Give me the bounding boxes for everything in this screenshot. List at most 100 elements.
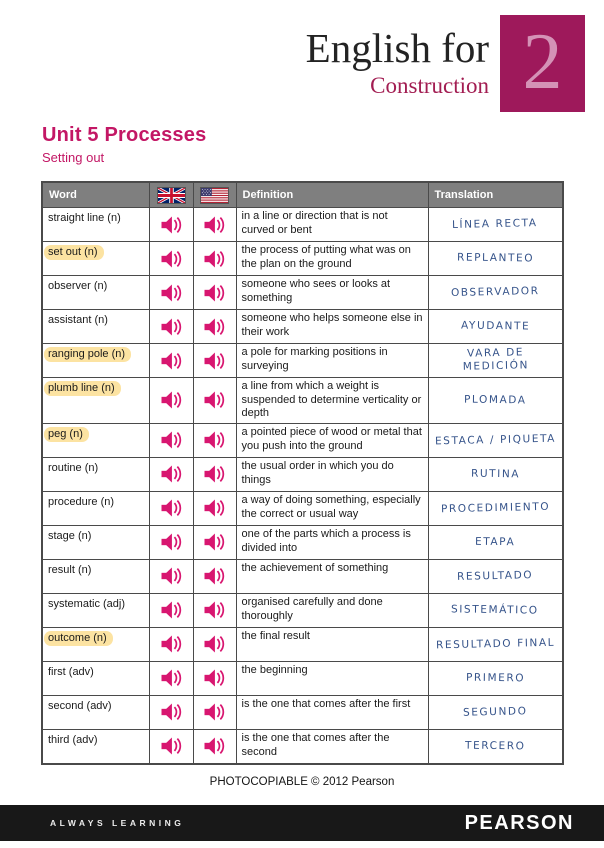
uk-audio-cell[interactable]: [148, 241, 194, 276]
speaker-icon[interactable]: [160, 464, 183, 484]
column-header-translation: Translation: [427, 181, 564, 208]
uk-audio-cell[interactable]: [148, 456, 194, 492]
table-row: second (adv) is the one that comes after…: [41, 694, 564, 730]
speaker-icon[interactable]: [203, 430, 226, 450]
table-row: observer (n) someone who sees or looks a…: [41, 275, 564, 310]
translation-cell: REPLANTEO: [427, 241, 564, 276]
speaker-icon[interactable]: [160, 249, 183, 269]
speaker-icon[interactable]: [203, 736, 226, 756]
uk-audio-cell[interactable]: [148, 694, 194, 730]
us-audio-cell[interactable]: [192, 592, 237, 628]
speaker-icon[interactable]: [203, 283, 226, 303]
speaker-icon[interactable]: [160, 430, 183, 450]
word-label: routine (n): [48, 461, 99, 474]
speaker-icon[interactable]: [160, 498, 183, 518]
us-audio-cell[interactable]: [192, 456, 237, 492]
unit-title: Unit 5 Processes: [42, 124, 207, 146]
word-label: first (adv): [48, 665, 94, 678]
speaker-icon[interactable]: [203, 390, 226, 410]
speaker-icon[interactable]: [160, 532, 183, 552]
uk-audio-cell[interactable]: [148, 275, 194, 310]
us-audio-cell[interactable]: [192, 524, 237, 560]
speaker-icon[interactable]: [160, 566, 183, 586]
speaker-icon[interactable]: [203, 600, 226, 620]
uk-audio-cell[interactable]: [148, 592, 194, 628]
definition-cell: a pointed piece of wood or metal that yo…: [235, 422, 429, 458]
speaker-icon[interactable]: [203, 634, 226, 654]
level-badge: 2: [500, 15, 585, 112]
definition-cell: the process of putting what was on the p…: [235, 241, 429, 276]
pearson-logo: PEARSON: [464, 811, 574, 834]
word-cell: ranging pole (n): [41, 343, 150, 378]
speaker-icon[interactable]: [203, 668, 226, 688]
speaker-icon[interactable]: [160, 600, 183, 620]
us-audio-cell[interactable]: [192, 275, 237, 310]
speaker-icon[interactable]: [203, 249, 226, 269]
uk-audio-cell[interactable]: [148, 343, 194, 378]
us-audio-cell[interactable]: [192, 422, 237, 458]
translation-cell: SEGUNDO: [427, 694, 564, 730]
speaker-icon[interactable]: [160, 702, 183, 722]
translation-cell: OBSERVADOR: [427, 275, 564, 310]
handwritten-translation: OBSERVADOR: [450, 284, 540, 299]
speaker-icon[interactable]: [203, 532, 226, 552]
handwritten-translation: ETAPA: [475, 535, 516, 548]
uk-audio-cell[interactable]: [148, 207, 194, 242]
speaker-icon[interactable]: [203, 702, 226, 722]
speaker-icon[interactable]: [203, 566, 226, 586]
speaker-icon[interactable]: [203, 215, 226, 235]
handwritten-translation: AYUDANTE: [460, 319, 530, 333]
table-row: peg (n) a pointed piece of wood or metal…: [41, 422, 564, 458]
word-label: peg (n): [44, 426, 89, 442]
handwritten-translation: RESULTADO FINAL: [435, 636, 555, 651]
uk-audio-cell[interactable]: [148, 626, 194, 662]
uk-audio-cell[interactable]: [148, 309, 194, 344]
us-audio-cell[interactable]: [192, 660, 237, 696]
handwritten-translation: SEGUNDO: [462, 704, 528, 719]
us-audio-cell[interactable]: [192, 309, 237, 344]
handwritten-translation: PLOMADA: [463, 393, 527, 407]
word-label: systematic (adj): [48, 597, 126, 610]
speaker-icon[interactable]: [203, 351, 226, 371]
uk-audio-cell[interactable]: [148, 377, 194, 424]
speaker-icon[interactable]: [160, 351, 183, 371]
us-flag-icon: [200, 186, 229, 204]
speaker-icon[interactable]: [160, 634, 183, 654]
uk-audio-cell[interactable]: [148, 558, 194, 594]
definition-cell: the achievement of something: [235, 558, 429, 594]
translation-cell: LÍNEA RECTA: [427, 207, 564, 242]
table-row: procedure (n) a way of doing something, …: [41, 490, 564, 526]
speaker-icon[interactable]: [203, 498, 226, 518]
column-header-uk: [148, 181, 194, 208]
speaker-icon[interactable]: [160, 317, 183, 337]
word-label: set out (n): [44, 245, 104, 260]
speaker-icon[interactable]: [160, 736, 183, 756]
speaker-icon[interactable]: [160, 215, 183, 235]
translation-cell: PLOMADA: [427, 377, 564, 424]
speaker-icon[interactable]: [160, 283, 183, 303]
word-cell: second (adv): [41, 694, 150, 730]
speaker-icon[interactable]: [160, 668, 183, 688]
speaker-icon[interactable]: [160, 390, 183, 410]
uk-audio-cell[interactable]: [148, 728, 194, 765]
photocopiable-notice: PHOTOCOPIABLE © 2012 Pearson: [209, 776, 395, 788]
speaker-icon[interactable]: [203, 464, 226, 484]
translation-cell: PRIMERO: [427, 660, 564, 696]
uk-audio-cell[interactable]: [148, 422, 194, 458]
uk-audio-cell[interactable]: [148, 490, 194, 526]
translation-cell: SISTEMÁTICO: [427, 592, 564, 628]
us-audio-cell[interactable]: [192, 241, 237, 276]
us-audio-cell[interactable]: [192, 728, 237, 765]
uk-audio-cell[interactable]: [148, 660, 194, 696]
us-audio-cell[interactable]: [192, 558, 237, 594]
us-audio-cell[interactable]: [192, 626, 237, 662]
us-audio-cell[interactable]: [192, 377, 237, 424]
speaker-icon[interactable]: [203, 317, 226, 337]
us-audio-cell[interactable]: [192, 490, 237, 526]
uk-audio-cell[interactable]: [148, 524, 194, 560]
us-audio-cell[interactable]: [192, 343, 237, 378]
word-label: assistant (n): [48, 314, 108, 326]
translation-cell: VARA DE MEDICIÓN: [427, 343, 564, 378]
us-audio-cell[interactable]: [192, 207, 237, 242]
us-audio-cell[interactable]: [192, 694, 237, 730]
